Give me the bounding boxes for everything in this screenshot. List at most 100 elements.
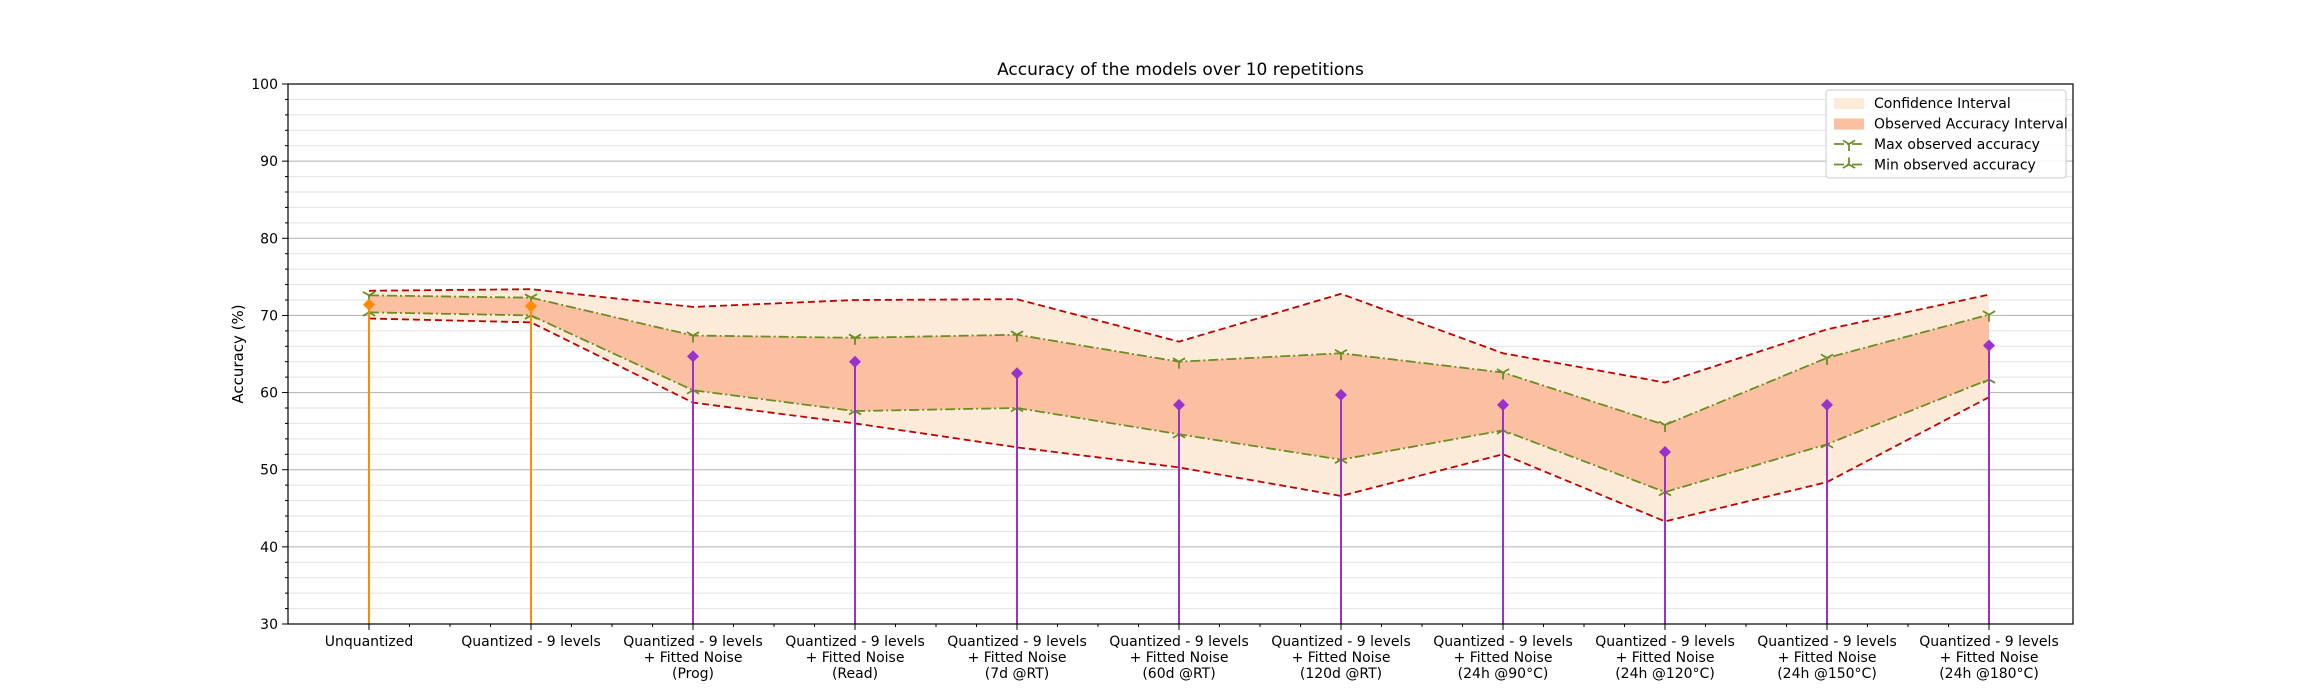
x-tick-label: Unquantized [325, 634, 414, 650]
legend-label: Confidence Interval [1874, 96, 2011, 112]
marker-arm [854, 410, 862, 416]
marker-arm [362, 311, 370, 317]
marker-arm [692, 389, 700, 395]
marker-arm [1842, 139, 1850, 145]
marker-arm [1988, 310, 1996, 316]
marker-arm [1848, 163, 1856, 169]
marker-arm [854, 333, 862, 339]
legend: Confidence Interval Observed Accuracy Int… [1825, 89, 2068, 179]
stem-marker [1497, 398, 1509, 411]
axes-layer [282, 83, 2074, 630]
x-tick-label-line: Quantized - 9 levels [1757, 634, 1896, 650]
legend-swatch [1834, 118, 1864, 130]
x-tick-label-line: (60d @RT) [1142, 666, 1215, 682]
marker-arm [1664, 491, 1672, 497]
marker-arm [686, 389, 694, 395]
marker-arm [1010, 330, 1018, 336]
marker-arm [692, 331, 700, 337]
stem-marker [525, 300, 537, 313]
x-tick-label-line: (24h @180°C) [1939, 666, 2039, 682]
max-observed-point [1010, 330, 1024, 342]
marker-arm [1842, 163, 1850, 169]
mean-accuracy-stem [1821, 398, 1833, 624]
legend-label: Min observed accuracy [1874, 158, 2036, 174]
x-tick-label-line: (Prog) [672, 666, 714, 682]
legend-marker [1842, 157, 1856, 169]
x-tick-label-line: + Fitted Noise [806, 650, 905, 666]
x-tick-label: Quantized - 9 levels + Fitted Noise (24h @… [1757, 634, 1896, 682]
mean-accuracy-stem [525, 300, 537, 624]
marker-arm [524, 293, 532, 299]
x-tick-label: Quantized - 9 levels [461, 634, 600, 650]
x-tick-label-line: (24h @150°C) [1777, 666, 1877, 682]
x-tick-label-line: (24h @90°C) [1458, 666, 1549, 682]
y-tick-label: 90 [260, 154, 278, 170]
legend-item: Max observed accuracy [1834, 137, 2040, 153]
stem-marker [1821, 398, 1833, 411]
legend-swatch [1834, 98, 1864, 109]
plot-frame [287, 83, 2074, 625]
x-tick-label-line: + Fitted Noise [644, 650, 743, 666]
marker-arm [1340, 458, 1348, 464]
stem-layer [363, 298, 1995, 624]
stem-marker [1173, 398, 1185, 411]
stem-marker [1011, 367, 1023, 380]
mean-accuracy-stem [1497, 398, 1509, 624]
stem-marker [1983, 339, 1995, 352]
x-tick-label: Quantized - 9 levels + Fitted Noise (120d … [1271, 634, 1410, 682]
chart-title: Accuracy of the models over 10 repetitio… [997, 60, 1364, 80]
stem-marker [687, 350, 699, 363]
marker-arm [530, 314, 538, 320]
mean-accuracy-stem [1335, 388, 1347, 624]
max-observed-point [1658, 420, 1672, 432]
x-tick-label-line: Quantized - 9 levels [947, 634, 1086, 650]
mean-accuracy-stem [1173, 398, 1185, 624]
marker-arm [368, 291, 376, 297]
x-tick-label: Quantized - 9 levels + Fitted Noise (7d @R… [947, 634, 1086, 682]
marker-arm [1340, 348, 1348, 355]
marker-arm [1826, 443, 1834, 449]
marker-arm [1826, 353, 1834, 359]
x-tick-label-line: + Fitted Noise [968, 650, 1067, 666]
y-tick-label: 40 [260, 540, 278, 556]
observed-accuracy-band [369, 295, 1989, 493]
mean-accuracy-stem [687, 350, 699, 624]
marker-arm [1982, 310, 1990, 316]
x-tick-label: Quantized - 9 levels + Fitted Noise (24h @… [1595, 634, 1734, 682]
marker-arm [1496, 368, 1504, 374]
y-tick-label: 30 [260, 617, 278, 633]
marker-arm [1820, 353, 1828, 359]
y-tick-label: 100 [251, 77, 278, 93]
marker-arm [1172, 433, 1180, 439]
marker-arm [1848, 139, 1856, 145]
x-tick-label-line: + Fitted Noise [1778, 650, 1877, 666]
y-tick-label: 70 [260, 308, 278, 324]
marker-arm [848, 410, 856, 416]
mean-accuracy-stem [363, 298, 375, 624]
marker-arm [368, 311, 376, 317]
marker-arm [530, 293, 538, 299]
marker-arm [1988, 378, 1996, 384]
mean-accuracy-stem [1011, 367, 1023, 624]
label-layer: 30 40 50 60 70 80 90 100 Unquantized Quantized - … [251, 77, 2058, 682]
x-tick-label-line: Quantized - 9 levels [1433, 634, 1572, 650]
marker-arm [362, 291, 370, 297]
max-observed-point [1334, 348, 1348, 361]
marker-arm [1178, 357, 1186, 363]
marker-arm [1496, 429, 1504, 435]
marker-arm [1172, 357, 1180, 363]
y-tick-label: 50 [260, 463, 278, 479]
max-observed-point [1820, 353, 1834, 365]
x-tick-label: Quantized - 9 levels + Fitted Noise (Read) [785, 634, 924, 682]
confidence-upper-line [368, 288, 1990, 384]
legend-item: Confidence Interval [1834, 96, 2011, 112]
marker-arm [1016, 330, 1024, 336]
x-tick-label-line: + Fitted Noise [1292, 650, 1391, 666]
marker-arm [1334, 458, 1342, 464]
x-tick-label-line: (24h @120°C) [1615, 666, 1715, 682]
stem-marker [1659, 445, 1671, 458]
y-tick-label: 60 [260, 386, 278, 402]
legend-item: Min observed accuracy [1834, 157, 2036, 174]
